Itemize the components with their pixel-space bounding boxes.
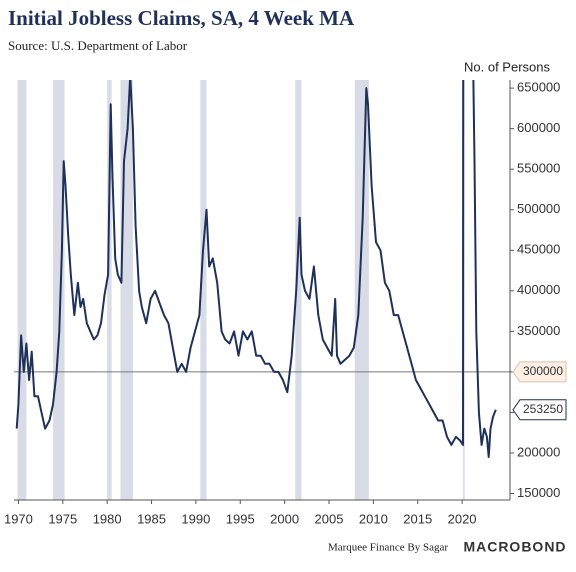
x-tick-label: 1990: [181, 511, 210, 526]
chart-title: Initial Jobless Claims, SA, 4 Week MA: [8, 6, 355, 30]
x-tick-label: 1970: [4, 511, 33, 526]
last-value-text: 253250: [523, 402, 563, 416]
y-axis-label: No. of Persons: [464, 59, 550, 74]
x-tick-label: 1995: [226, 511, 255, 526]
recession-band: [354, 80, 369, 500]
recession-band: [17, 80, 27, 500]
x-tick-label: 1975: [48, 511, 77, 526]
plot-area: [14, 80, 510, 500]
x-tick-label: 1980: [93, 511, 122, 526]
x-tick-label: 2015: [403, 511, 432, 526]
y-tick-label: 400000: [517, 282, 560, 297]
recession-band: [107, 80, 112, 500]
y-tick-label: 500000: [517, 201, 560, 216]
recession-band: [295, 80, 302, 500]
y-tick-label: 200000: [517, 444, 560, 459]
y-tick-label: 650000: [517, 80, 560, 95]
recession-band: [200, 80, 207, 500]
x-tick-label: 2005: [315, 511, 344, 526]
footer: Marquee Finance By Sagar: [328, 542, 448, 554]
reference-label-text: 300000: [523, 364, 563, 378]
y-tick-label: 550000: [517, 161, 560, 176]
x-tick-label: 2020: [448, 511, 477, 526]
y-tick-label: 600000: [517, 120, 560, 135]
x-tick-label: 2000: [270, 511, 299, 526]
last-value-box: [512, 399, 567, 421]
recession-band: [53, 80, 65, 500]
brand-logo: MACROBOND: [463, 539, 566, 555]
data-line: [15, 80, 497, 458]
reference-label-box: [512, 361, 567, 383]
x-tick-label: 2010: [359, 511, 388, 526]
x-tick-label: 1985: [137, 511, 166, 526]
chart-subtitle: Source: U.S. Department of Labor: [8, 38, 188, 53]
y-tick-label: 150000: [517, 485, 560, 500]
y-tick-label: 350000: [517, 323, 560, 338]
y-tick-label: 450000: [517, 242, 560, 257]
